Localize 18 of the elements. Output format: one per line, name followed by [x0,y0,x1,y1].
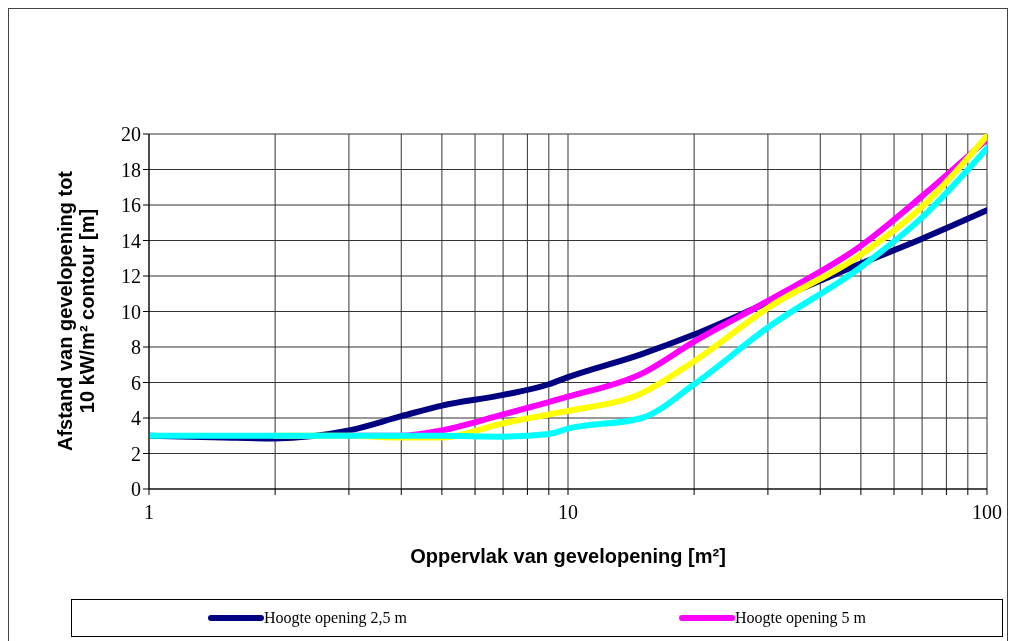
y-tick-label: 20 [121,123,141,146]
y-tick-label: 14 [121,229,141,252]
x-tick-label: 1 [144,501,154,524]
y-axis-title: Afstand van gevelopening tot 10 kW/m² contour [m] [54,170,99,453]
y-tick-label: 4 [131,407,141,430]
y-tick-label: 12 [121,265,141,288]
y-tick-label: 18 [121,158,141,181]
legend-label: Hoogte opening 2,5 m [263,609,408,627]
x-tick-label: 10 [558,501,578,524]
y-tick-label: 2 [131,442,141,465]
y-tick-label: 16 [121,194,141,217]
y-tick-label: 6 [131,371,141,394]
y-tick-label: 8 [131,336,141,359]
legend-label: Hoogte opening 5 m [734,609,867,627]
x-tick-label: 100 [972,501,1002,524]
x-axis-title: Oppervlak van gevelopening [m²] [409,545,727,568]
y-tick-label: 10 [121,300,141,323]
y-tick-label: 0 [131,478,141,501]
